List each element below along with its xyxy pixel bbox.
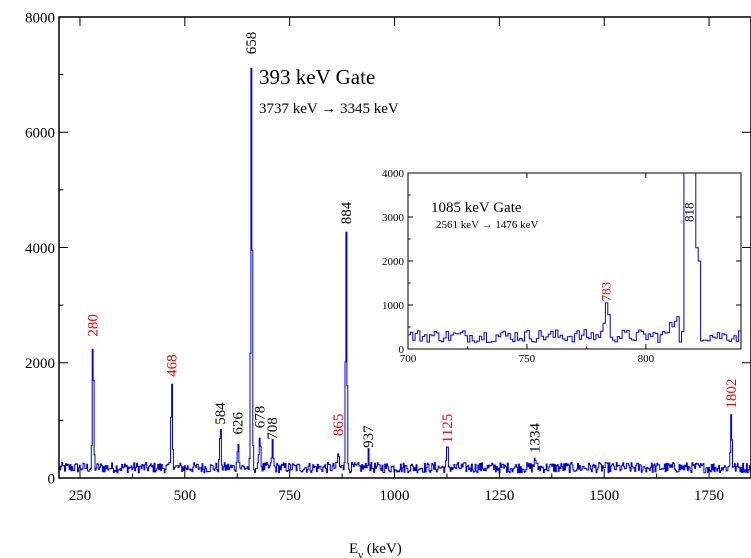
x-tick-label: 250 <box>69 488 92 504</box>
x-tick-label: 500 <box>174 488 197 504</box>
inset-spectrum-panel: 783 818 700 750 800 0 1000 2000 3000 4000 1085 k… <box>382 168 742 365</box>
y-tick-label: 2000 <box>382 256 405 268</box>
y-tick-label: 3000 <box>382 212 405 224</box>
y-tick-label: 0 <box>48 471 56 487</box>
y-tick-label: 4000 <box>382 168 405 180</box>
x-tick-label: 750 <box>519 353 536 365</box>
main-gate-title: 393 keV Gate <box>259 65 375 89</box>
peak-label-1334: 1334 <box>528 422 544 453</box>
peak-label-865: 865 <box>331 414 347 437</box>
x-tick-label: 1500 <box>589 488 619 504</box>
peak-label-280: 280 <box>86 314 102 337</box>
y-tick-label: 2000 <box>25 356 55 372</box>
peak-label-937: 937 <box>361 425 377 448</box>
peak-label-818: 818 <box>682 203 697 223</box>
peak-label-658: 658 <box>244 32 260 55</box>
x-tick-label: 1750 <box>694 488 724 504</box>
x-axis-label: Eγ (keV) <box>349 541 402 558</box>
x-tick-label: 1250 <box>484 488 514 504</box>
y-tick-label: 0 <box>399 344 405 356</box>
inset-axis-ticks: 700 750 800 0 1000 2000 3000 4000 <box>382 168 741 365</box>
main-axis-ticks: 250 500 750 1000 1250 1500 1750 0 2000 4000 6000 80… <box>25 10 751 504</box>
inset-gate-subtitle: 2561 keV → 1476 keV <box>436 219 539 231</box>
peak-label-708: 708 <box>265 417 281 440</box>
inset-gate-title: 1085 keV Gate <box>431 200 522 216</box>
y-tick-label: 1000 <box>382 300 405 312</box>
inset-peak-labels: 783 818 <box>598 203 696 302</box>
peak-label-884: 884 <box>339 201 355 224</box>
inset-spectrum-trace <box>408 172 742 343</box>
peak-label-468: 468 <box>164 354 180 377</box>
x-axis-label-main: E <box>349 541 358 557</box>
peak-label-678: 678 <box>252 406 268 429</box>
x-tick-label: 750 <box>278 488 301 504</box>
peak-label-626: 626 <box>231 412 247 435</box>
peak-label-584: 584 <box>213 402 229 425</box>
x-axis-label-subscript: γ <box>357 549 363 558</box>
x-tick-label: 800 <box>638 353 655 365</box>
main-gate-subtitle: 3737 keV → 3345 keV <box>259 101 399 117</box>
x-tick-label: 700 <box>400 353 417 365</box>
x-axis-label-unit: (keV) <box>363 541 402 557</box>
peak-label-1802: 1802 <box>724 379 740 409</box>
y-tick-label: 6000 <box>25 126 55 142</box>
peak-label-1125: 1125 <box>440 414 456 443</box>
inset-background <box>408 173 741 349</box>
y-tick-label: 4000 <box>25 241 55 257</box>
x-tick-label: 1000 <box>380 488 410 504</box>
y-tick-label: 8000 <box>25 10 55 26</box>
peak-label-783: 783 <box>598 282 613 302</box>
main-spectrum-trace <box>59 67 751 474</box>
